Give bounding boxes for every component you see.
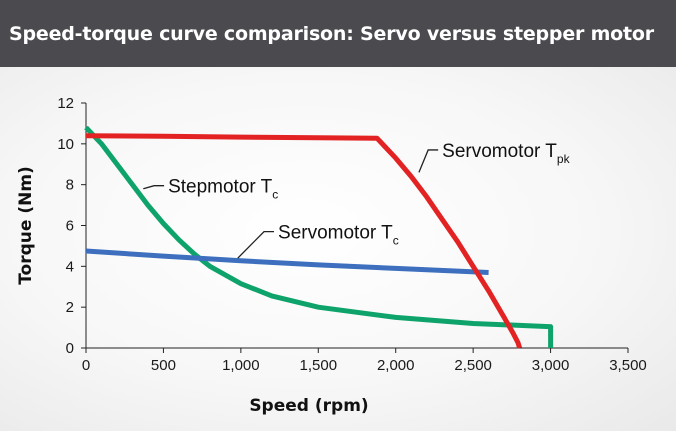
- series-line-2: [85, 248, 489, 275]
- x-tick-label: 3,500: [609, 357, 647, 374]
- series-line-1: [84, 125, 554, 348]
- y-tick-label: 4: [66, 258, 74, 275]
- chart-title: Speed-torque curve comparison: Servo ver…: [0, 0, 676, 67]
- x-tick-label: 1,500: [300, 357, 338, 374]
- x-tick-label: 2,000: [377, 357, 415, 374]
- y-tick-label: 6: [66, 218, 74, 235]
- x-tick-label: 3,000: [532, 357, 570, 374]
- series-label-1: Stepmotor Tc: [168, 177, 278, 202]
- y-axis-title: Torque (Nm): [16, 166, 36, 285]
- series-label-0: Servomotor Tpk: [442, 141, 570, 166]
- x-tick-label: 2,500: [454, 357, 492, 374]
- series-line-0: [85, 133, 522, 349]
- x-tick-label: 500: [151, 357, 176, 374]
- series-leader-0: [418, 149, 439, 173]
- x-tick-label: 0: [82, 357, 90, 374]
- series-leader-1: [143, 185, 165, 190]
- y-tick-label: 0: [66, 340, 74, 357]
- x-axis-title: Speed (rpm): [249, 396, 368, 416]
- series-leader-2: [237, 230, 275, 259]
- y-tick-label: 8: [66, 177, 74, 194]
- y-tick-label: 2: [66, 299, 74, 316]
- y-tick-label: 10: [57, 136, 74, 153]
- series-label-2: Servomotor Tc: [278, 223, 399, 248]
- chart-area: [0, 67, 676, 431]
- y-tick-label: 12: [57, 95, 74, 112]
- x-tick-label: 1,000: [222, 357, 260, 374]
